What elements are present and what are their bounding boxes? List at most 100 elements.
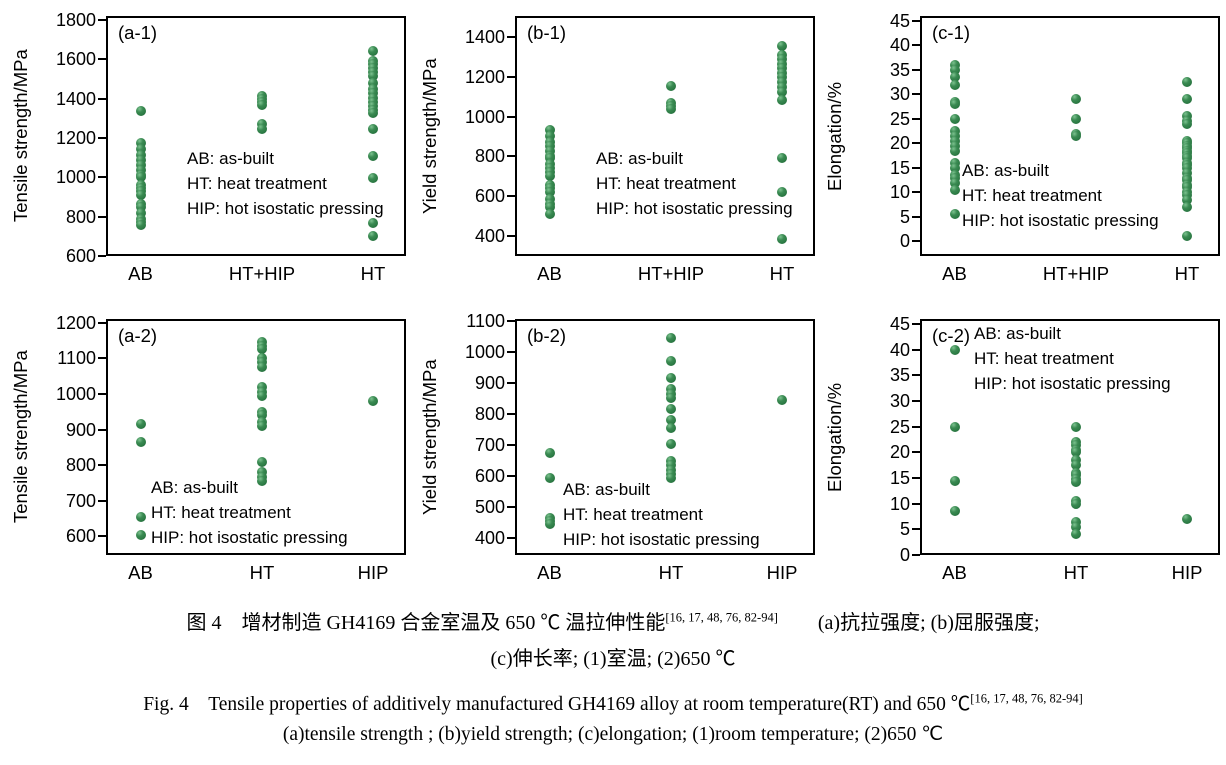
- y-tick-label: 0: [899, 545, 910, 565]
- data-point: [1182, 202, 1192, 213]
- data-point: [949, 209, 960, 220]
- y-tick-label: 800: [474, 146, 505, 167]
- y-tick-mark: [98, 97, 106, 100]
- caption-en-line2: (a)tensile strength ; (b)yield strength;…: [282, 724, 944, 745]
- caption-zh-items: (a)抗拉强度; (b)屈服强度;: [777, 612, 1040, 634]
- data-point: [666, 415, 676, 426]
- y-tick-label: 10: [889, 493, 910, 514]
- x-category-label: HIP: [1171, 562, 1203, 583]
- y-tick-mark: [98, 58, 106, 61]
- panel-label: (c-2): [932, 325, 971, 346]
- y-tick-label: 1000: [55, 167, 96, 188]
- data-point: [544, 171, 555, 182]
- data-point: [257, 381, 267, 392]
- data-point: [135, 159, 146, 170]
- legend: AB: as-built HT: heat treatment HIP: hot i…: [187, 146, 384, 221]
- y-tick-mark: [507, 235, 515, 238]
- x-category-label: HT: [658, 562, 684, 583]
- y-tick-mark: [507, 505, 515, 508]
- y-tick-label: 700: [474, 435, 505, 456]
- data-point: [1071, 460, 1081, 471]
- data-point: [666, 333, 676, 344]
- y-tick-label: 1200: [55, 127, 96, 148]
- legend-line: HT: heat treatment: [151, 502, 291, 522]
- y-tick-mark: [912, 117, 920, 120]
- data-point: [368, 71, 378, 81]
- data-point: [368, 77, 378, 88]
- data-point: [1071, 477, 1081, 488]
- y-tick-label: 40: [889, 35, 910, 56]
- y-tick-mark: [912, 166, 920, 169]
- data-point: [949, 421, 960, 432]
- subplot-b2: Yield strength/MPa 400 500 600 700 800 900 1000…: [411, 291, 820, 587]
- data-point: [368, 108, 378, 119]
- legend-line: HT: heat treatment: [962, 185, 1102, 205]
- data-point: [544, 187, 555, 198]
- y-tick-label: 20: [889, 442, 910, 463]
- data-point: [949, 506, 960, 517]
- y-tick-mark: [507, 444, 515, 447]
- data-point: [544, 209, 555, 220]
- data-point: [666, 423, 676, 434]
- y-tick-label: 900: [474, 373, 505, 394]
- legend: AB: as-built HT: heat treatment HIP: hot i…: [596, 146, 793, 221]
- data-point: [544, 447, 555, 458]
- data-point: [257, 362, 267, 373]
- data-point: [257, 356, 267, 367]
- y-tick-label: 1200: [464, 66, 505, 87]
- data-point: [135, 511, 146, 522]
- subplot-a2: Tensile strength/MPa 600 700 800 900 1000 1100…: [2, 291, 411, 587]
- y-axis-label: Elongation/%: [824, 382, 845, 492]
- y-tick-mark: [98, 136, 106, 139]
- data-point: [1182, 77, 1192, 88]
- plot-frame: [106, 16, 406, 256]
- x-category-label: AB: [942, 562, 967, 583]
- y-tick-label: 1000: [464, 342, 505, 363]
- y-tick-mark: [98, 176, 106, 179]
- data-point: [1182, 118, 1192, 129]
- legend: AB: as-built HT: heat treatment HIP: hot i…: [151, 475, 348, 550]
- legend: AB: as-built HT: heat treatment HIP: hot i…: [563, 477, 760, 552]
- legend-line: HIP: hot isostatic pressing: [187, 198, 384, 218]
- data-point: [544, 153, 555, 164]
- y-tick-label: 600: [65, 246, 96, 266]
- y-tick-mark: [912, 451, 920, 454]
- data-point: [1071, 439, 1081, 450]
- y-tick-mark: [98, 215, 106, 218]
- legend-line: HIP: hot isostatic pressing: [596, 198, 793, 218]
- y-tick-mark: [98, 464, 106, 467]
- data-point: [1071, 521, 1081, 532]
- y-tick-mark: [912, 374, 920, 377]
- data-point: [368, 217, 378, 228]
- plot-frame: [515, 16, 815, 256]
- data-point: [777, 40, 787, 51]
- data-point: [368, 46, 378, 57]
- y-tick-label: 1000: [55, 383, 96, 404]
- data-point: [135, 207, 146, 218]
- legend-line: AB: as-built: [563, 480, 650, 500]
- y-tick-mark: [507, 115, 515, 118]
- y-tick-label: 800: [65, 455, 96, 476]
- y-tick-mark: [98, 392, 106, 395]
- data-point: [949, 72, 960, 83]
- y-tick-mark: [507, 155, 515, 158]
- y-tick-label: 600: [65, 526, 96, 547]
- y-tick-mark: [507, 351, 515, 354]
- legend-line: HT: heat treatment: [596, 173, 736, 193]
- data-point: [257, 344, 267, 355]
- y-tick-label: 15: [889, 157, 910, 178]
- data-point: [666, 80, 676, 91]
- data-point: [135, 106, 146, 117]
- x-category-label: HT: [360, 263, 386, 284]
- plot-frame: [920, 319, 1220, 555]
- y-tick-mark: [507, 536, 515, 539]
- y-tick-mark: [98, 535, 106, 538]
- y-tick-mark: [507, 475, 515, 478]
- legend-line: HT: heat treatment: [187, 173, 327, 193]
- y-tick-label: 600: [474, 186, 505, 207]
- data-point: [666, 356, 676, 367]
- x-category-label: HT: [1063, 562, 1089, 583]
- y-tick-label: 1200: [55, 312, 96, 333]
- data-point: [544, 124, 555, 135]
- y-tick-mark: [912, 19, 920, 22]
